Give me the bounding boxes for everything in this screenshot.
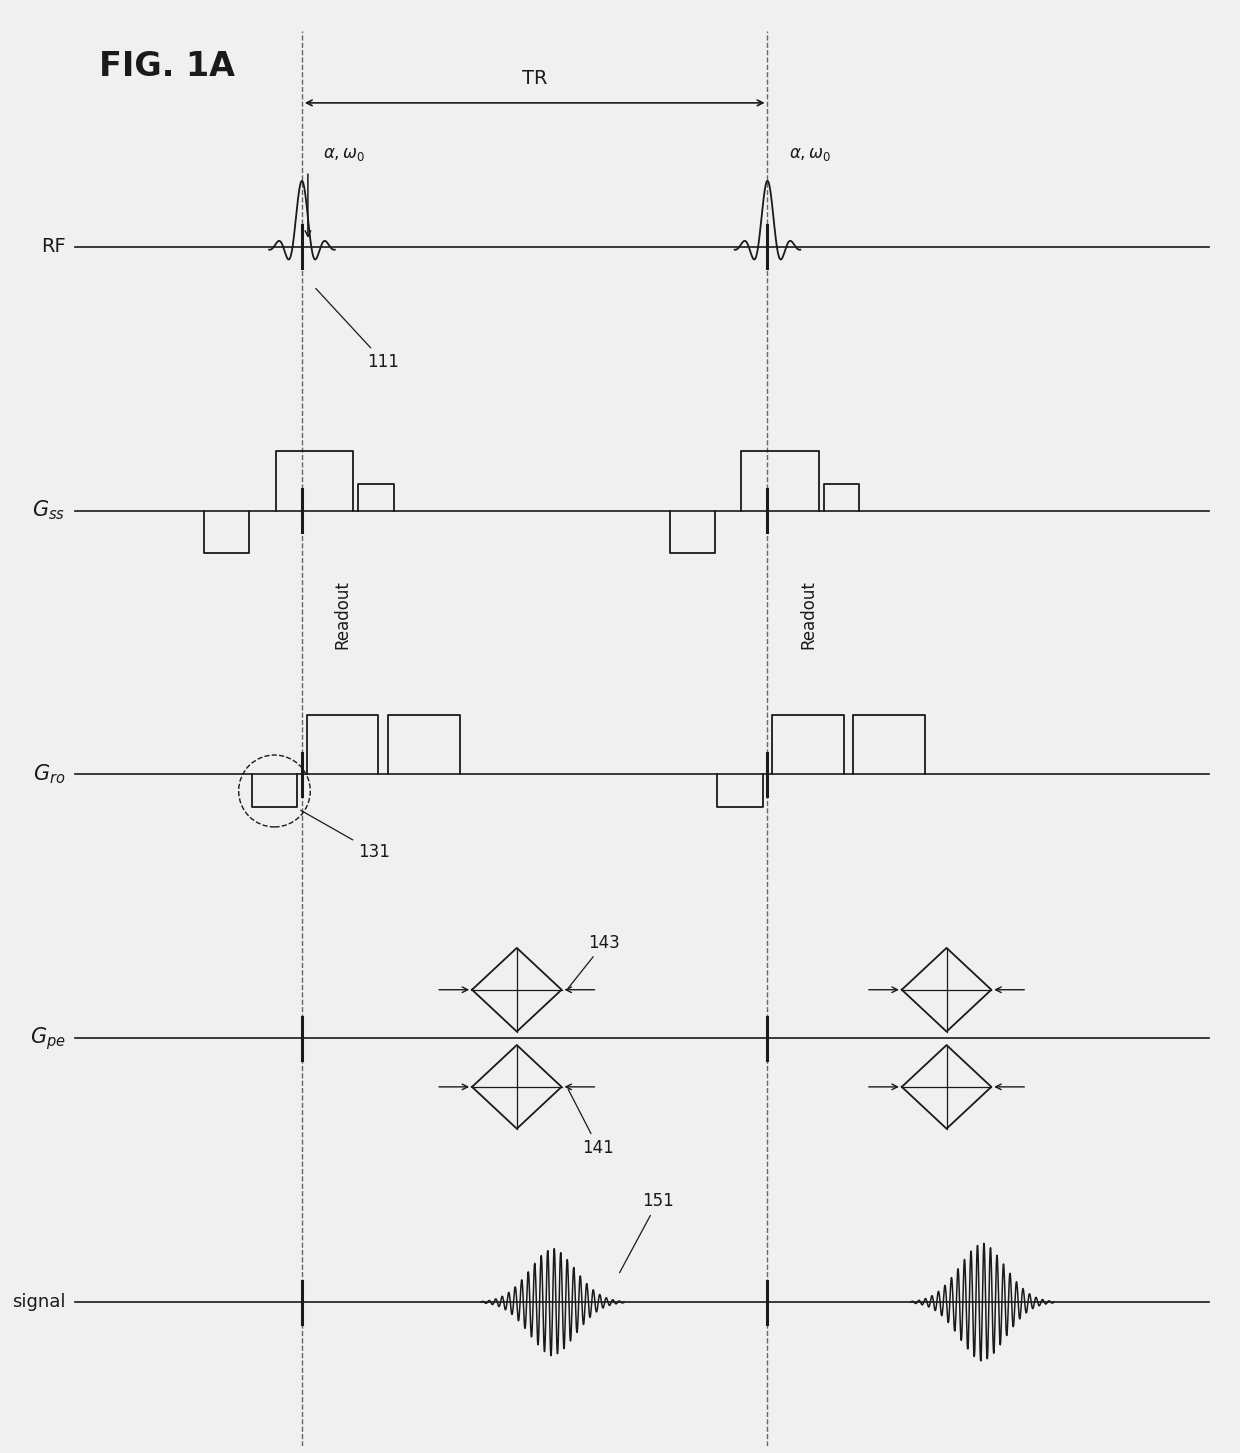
- Text: RF: RF: [41, 237, 66, 256]
- Text: 131: 131: [301, 811, 389, 862]
- Text: TR: TR: [522, 70, 547, 89]
- Text: Readout: Readout: [334, 580, 351, 648]
- Text: signal: signal: [12, 1293, 66, 1311]
- Text: 143: 143: [569, 934, 620, 988]
- Text: $G_{ro}$: $G_{ro}$: [33, 763, 66, 786]
- Text: $G_{ss}$: $G_{ss}$: [32, 498, 66, 523]
- Text: 111: 111: [316, 288, 399, 371]
- Text: $G_{pe}$: $G_{pe}$: [30, 1024, 66, 1052]
- Text: Readout: Readout: [799, 580, 817, 648]
- Text: 141: 141: [568, 1090, 614, 1157]
- Text: FIG. 1A: FIG. 1A: [99, 51, 236, 83]
- Text: $\alpha, \omega_0$: $\alpha, \omega_0$: [324, 145, 366, 163]
- Text: $\alpha, \omega_0$: $\alpha, \omega_0$: [789, 145, 831, 163]
- Text: 151: 151: [620, 1193, 673, 1273]
